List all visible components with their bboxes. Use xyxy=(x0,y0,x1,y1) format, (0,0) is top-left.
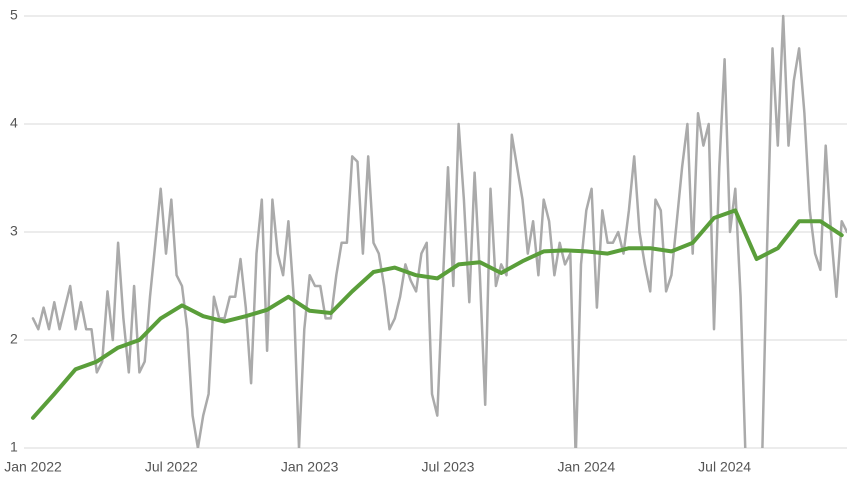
y-tick-label: 3 xyxy=(10,223,18,239)
y-tick-label: 5 xyxy=(10,7,18,23)
series-line xyxy=(31,208,844,420)
x-tick-label: Jan 2022 xyxy=(4,459,62,475)
x-tick-label: Jul 2022 xyxy=(145,459,198,475)
y-tick-label: 1 xyxy=(10,439,18,455)
x-tick-label: Jan 2023 xyxy=(281,459,339,475)
plot-area xyxy=(31,14,847,448)
x-tick-label: Jul 2023 xyxy=(422,459,475,475)
y-tick-label: 2 xyxy=(10,331,18,347)
x-tick-label: Jul 2024 xyxy=(698,459,751,475)
series-line xyxy=(31,14,847,448)
x-tick-label: Jan 2024 xyxy=(558,459,616,475)
y-tick-label: 4 xyxy=(10,115,18,131)
